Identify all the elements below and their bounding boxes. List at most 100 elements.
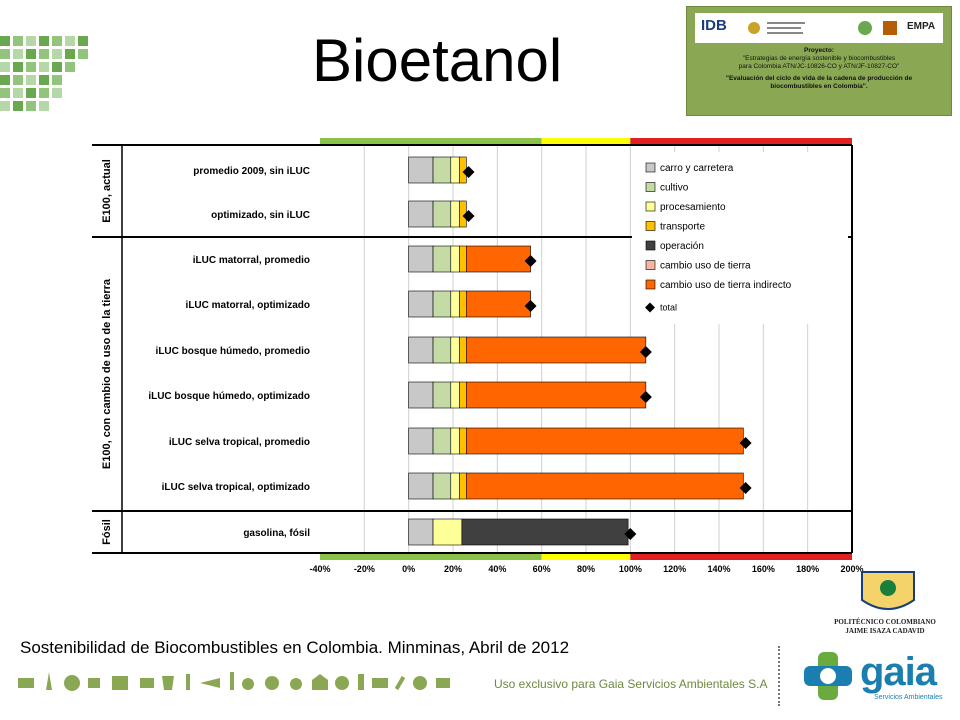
category-label: iLUC matorral, optimizado <box>186 300 310 311</box>
bar-segment <box>432 336 452 364</box>
decorative-square <box>52 75 62 85</box>
globe-icon <box>335 676 349 690</box>
bicycle-icon <box>290 678 302 690</box>
x-tick-label: 0% <box>402 564 415 574</box>
bar-segment <box>465 336 647 364</box>
bar-segment <box>432 472 452 500</box>
decorative-square <box>52 62 62 72</box>
decorative-square <box>26 62 36 72</box>
legend-label: operación <box>660 241 704 252</box>
decorative-square <box>26 101 36 111</box>
legend-swatch <box>645 182 656 192</box>
legend-swatch <box>645 240 656 251</box>
project-line-3: "Evaluación del ciclo de vida de la cade… <box>725 75 913 82</box>
decorative-square <box>26 88 36 98</box>
total-marker <box>624 528 637 540</box>
politecnico-line-2: JAIME ISAZA CADAVID <box>845 627 925 635</box>
decorative-square <box>0 88 10 98</box>
decorative-square <box>78 36 88 46</box>
legend-label: cultivo <box>660 183 689 194</box>
plug-icon <box>88 678 100 688</box>
bar-segment <box>408 381 434 409</box>
bar-segment <box>450 290 460 318</box>
decorative-square <box>26 75 36 85</box>
total-marker <box>739 482 752 494</box>
politecnico-name: POLITÉCNICO COLOMBIANO JAIME ISAZA CADAV… <box>820 618 950 636</box>
tree-icon <box>186 674 190 690</box>
slide-title: Bioetanol <box>312 27 563 94</box>
sun-icon <box>413 676 427 690</box>
bar-segment <box>408 200 434 228</box>
threshold-band-top <box>541 138 631 144</box>
x-tick-label: -20% <box>354 564 375 574</box>
partner-logos: IDB EMPA <box>695 13 943 43</box>
coat-of-arms-icon <box>748 22 760 34</box>
bar-segment <box>408 336 434 364</box>
bar-segment <box>408 156 434 184</box>
bar-segment <box>408 472 434 500</box>
bar-segment <box>459 472 467 500</box>
decorative-square <box>13 88 23 98</box>
decorative-square <box>13 49 23 59</box>
project-line-2: para Colombia ATN/JC-10826-CO y ATN/JF-1… <box>738 63 900 70</box>
leaf-logo-icon <box>858 21 872 35</box>
bar-segment <box>450 336 460 364</box>
x-tick-label: 120% <box>663 564 686 574</box>
decorative-square <box>0 49 10 59</box>
bar-segment <box>465 427 744 455</box>
threshold-band-bottom <box>541 554 631 560</box>
group-label: E100, con cambio de uso de la tierra <box>101 278 113 469</box>
politecnico-line-1: POLITÉCNICO COLOMBIANO <box>834 618 936 626</box>
bar-segment <box>450 156 460 184</box>
wind-turbine-icon <box>46 672 52 690</box>
bar-segment <box>450 381 460 409</box>
gaia-subtitle: Servicios Ambientales <box>874 694 943 701</box>
project-info-box: IDB EMPA Proyecto: "Estrategias de energ… <box>686 6 952 116</box>
crest-logo-icon <box>883 21 897 35</box>
x-tick-label: -40% <box>309 564 330 574</box>
category-label: iLUC selva tropical, promedio <box>169 437 310 448</box>
threshold-band-bottom <box>630 554 852 560</box>
factory-icon <box>112 676 128 690</box>
decorative-square <box>65 62 75 72</box>
gaia-wordmark: gaia <box>860 650 937 694</box>
legend-swatch <box>645 162 656 173</box>
category-label: iLUC bosque húmedo, promedio <box>156 346 310 357</box>
legend-background-lower <box>632 236 848 324</box>
x-tick-label: 140% <box>707 564 730 574</box>
decorative-square <box>13 75 23 85</box>
source-caption: Sostenibilidad de Biocombustibles en Col… <box>20 638 570 657</box>
decorative-square <box>0 62 10 72</box>
total-marker <box>524 255 537 267</box>
decorative-square <box>52 49 62 59</box>
category-label: iLUC matorral, promedio <box>193 255 310 266</box>
x-tick-label: 160% <box>752 564 775 574</box>
bar-segment <box>450 200 460 228</box>
legend-swatch <box>645 201 656 212</box>
cart-icon <box>140 678 154 688</box>
footer-icon-strip <box>18 672 450 691</box>
threshold-band-top <box>630 138 852 144</box>
bar-segment <box>432 156 452 184</box>
bar-segment <box>408 518 434 546</box>
total-marker <box>462 210 475 222</box>
ministry-text-logo <box>767 22 805 34</box>
decorative-square <box>13 62 23 72</box>
decorative-square <box>39 75 49 85</box>
politecnico-shield-logo <box>861 571 915 610</box>
category-label: iLUC bosque húmedo, optimizado <box>148 391 310 402</box>
gaia-cross-logo <box>804 652 852 700</box>
car-icon <box>372 678 388 688</box>
legend-label: cambio uso de tierra indirecto <box>660 280 792 291</box>
footer-disclaimer: Uso exclusivo para Gaia Servicios Ambien… <box>494 677 768 691</box>
bar-segment <box>450 245 460 273</box>
total-marker <box>524 300 537 312</box>
project-line-1: "Estrategias de energía sostenible y bio… <box>742 55 896 62</box>
legend-swatch <box>645 260 656 270</box>
hand-icon <box>436 678 450 688</box>
total-marker <box>462 166 475 178</box>
bar-segment <box>461 518 629 546</box>
x-tick-label: 180% <box>796 564 819 574</box>
bar-segment <box>459 427 467 455</box>
legend-background <box>632 152 848 236</box>
